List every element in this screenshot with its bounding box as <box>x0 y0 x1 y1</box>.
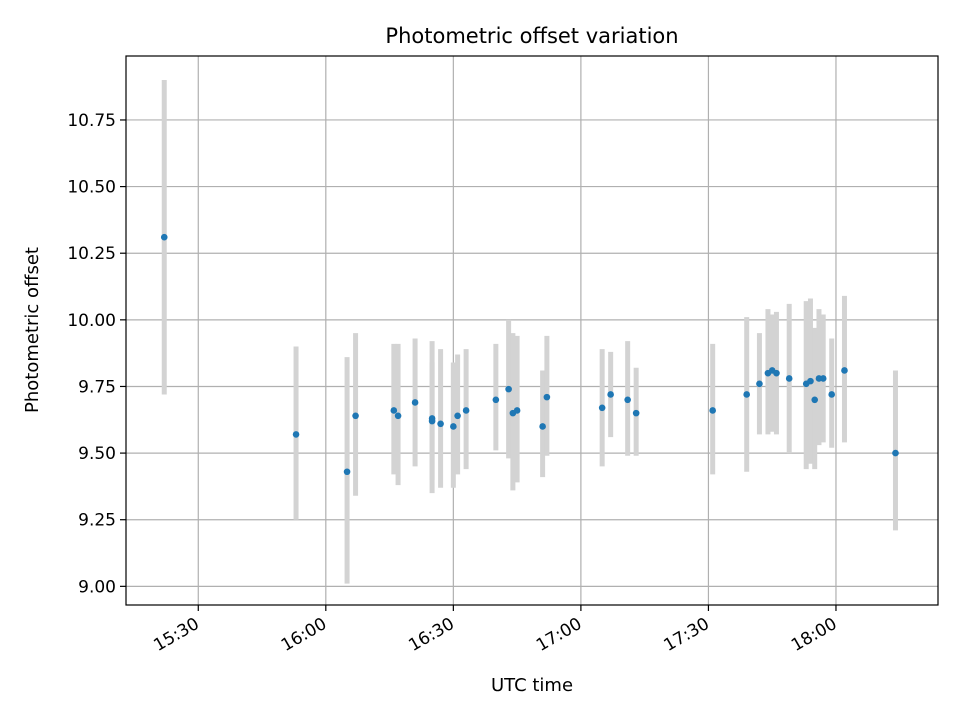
y-axis-label: Photometric offset <box>22 247 43 413</box>
data-point <box>841 367 848 374</box>
y-tick-label: 9.25 <box>78 511 116 531</box>
data-point <box>828 391 836 398</box>
chart-title: Photometric offset variation <box>385 24 678 48</box>
data-point <box>292 431 300 438</box>
data-point <box>709 407 716 414</box>
plot-area-frame <box>125 55 939 606</box>
y-tick-label: 10.50 <box>67 178 116 198</box>
data-point <box>811 396 819 404</box>
data-point <box>462 407 470 414</box>
data-point <box>505 385 512 393</box>
data-point <box>624 396 631 404</box>
y-axis-ticks: 9.00 9.25 9.50 9.75 10.00 10.25 10.50 10.75 <box>67 111 126 597</box>
data-point <box>743 391 750 398</box>
y-tick-label: 10.00 <box>67 311 116 331</box>
data-point <box>892 449 899 457</box>
data-point <box>492 396 500 404</box>
data-point <box>450 423 457 430</box>
y-tick-label: 10.75 <box>67 111 116 131</box>
data-point <box>543 393 551 401</box>
data-point <box>437 420 444 428</box>
data-point <box>598 404 606 412</box>
x-axis-label: UTC time <box>491 675 573 696</box>
data-point <box>454 412 461 420</box>
grid-lines <box>126 56 938 605</box>
data-point <box>756 380 763 388</box>
data-point <box>539 423 546 430</box>
data-point <box>513 407 521 414</box>
data-point <box>352 412 359 420</box>
data-point <box>632 409 640 417</box>
data-point <box>819 375 827 382</box>
data-point <box>607 391 614 398</box>
data-point <box>773 369 780 377</box>
data-point <box>807 377 814 385</box>
data-point <box>390 407 398 414</box>
y-tick-label: 9.00 <box>78 577 116 597</box>
data-point <box>411 399 419 406</box>
data-point <box>160 233 168 241</box>
data-point <box>428 415 436 422</box>
data-point <box>343 468 351 476</box>
data-point <box>785 375 793 382</box>
y-tick-label: 9.75 <box>78 377 116 397</box>
y-tick-label: 9.50 <box>78 444 116 464</box>
y-tick-label: 10.25 <box>67 244 116 264</box>
data-points <box>160 233 899 476</box>
data-point <box>394 412 402 420</box>
